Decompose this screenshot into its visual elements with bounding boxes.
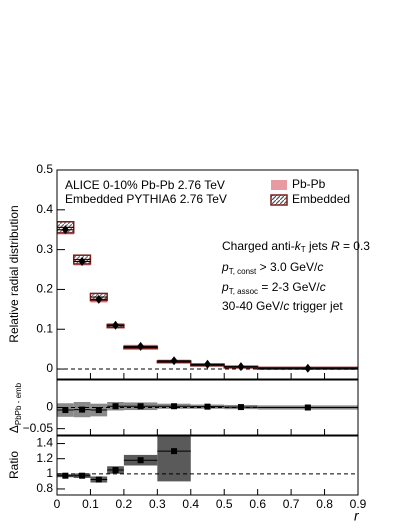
x-tick-label: 0.1: [82, 497, 99, 511]
x-axis-label: r: [354, 508, 360, 524]
annotation: Charged anti-kT jets R = 0.3: [222, 239, 370, 254]
y-axis-label: Relative radial distribution: [7, 205, 21, 342]
y-tick-label: 0.8: [36, 481, 53, 495]
annotation: ALICE 0-10% Pb-Pb 2.76 TeV: [65, 178, 225, 192]
marker: [79, 406, 86, 413]
y-tick-label: 1.4: [36, 436, 53, 450]
marker: [95, 407, 102, 414]
frame: [56, 435, 359, 496]
y-tick-label: 0.5: [36, 162, 53, 176]
marker: [137, 341, 145, 351]
x-tick-label: 0.6: [249, 497, 266, 511]
legend-label: Embedded: [292, 192, 350, 206]
y-tick-label: 0.4: [36, 202, 53, 216]
legend-label: Pb-Pb: [292, 177, 326, 191]
marker: [204, 359, 211, 369]
annotation: Embedded PYTHIA6 2.76 TeV: [65, 192, 227, 206]
marker: [112, 403, 119, 410]
x-tick-label: 0.3: [149, 497, 166, 511]
marker: [62, 407, 69, 414]
marker: [171, 403, 178, 410]
y-tick-label: 1.2: [36, 451, 53, 465]
plot-area: [57, 402, 358, 418]
marker: [137, 457, 144, 464]
y-tick-label: 0.3: [36, 242, 53, 256]
y-axis-label: Ratio: [7, 451, 21, 479]
marker: [95, 476, 102, 483]
marker: [79, 472, 86, 479]
marker: [137, 403, 144, 410]
x-tick-label: 0.7: [283, 497, 300, 511]
x-tick-label: 0.8: [316, 497, 333, 511]
x-tick-label: 0.4: [182, 497, 199, 511]
marker: [62, 472, 69, 479]
y-tick-label: 1: [46, 466, 53, 480]
marker: [112, 467, 119, 474]
x-tick-label: 0.2: [116, 497, 133, 511]
annotation: 30-40 GeV/c trigger jet: [222, 299, 343, 313]
legend-swatch: [271, 180, 287, 190]
marker: [204, 403, 211, 410]
marker: [171, 448, 178, 455]
annotation: pT, const > 3.0 GeV/c: [221, 260, 323, 276]
y-tick-label: 0: [46, 361, 53, 375]
y-tick-label: 0.2: [36, 282, 53, 296]
y-tick-label: 0.1: [36, 321, 53, 335]
plot-area: [57, 221, 358, 373]
x-tick-label: 0: [54, 497, 61, 511]
annotation: pT, assoc = 2-3 GeV/c: [221, 280, 326, 296]
marker: [170, 356, 178, 366]
marker: [112, 320, 120, 330]
legend-swatch: [270, 194, 288, 206]
y-axis-label: ΔPbPb - emb: [7, 382, 23, 433]
y-tick-label: 0: [46, 400, 53, 414]
marker: [304, 404, 311, 411]
y-tick-label: −0.05: [23, 421, 54, 435]
frame: [56, 169, 359, 380]
x-tick-label: 0.9: [350, 497, 367, 511]
x-tick-label: 0.5: [216, 497, 233, 511]
